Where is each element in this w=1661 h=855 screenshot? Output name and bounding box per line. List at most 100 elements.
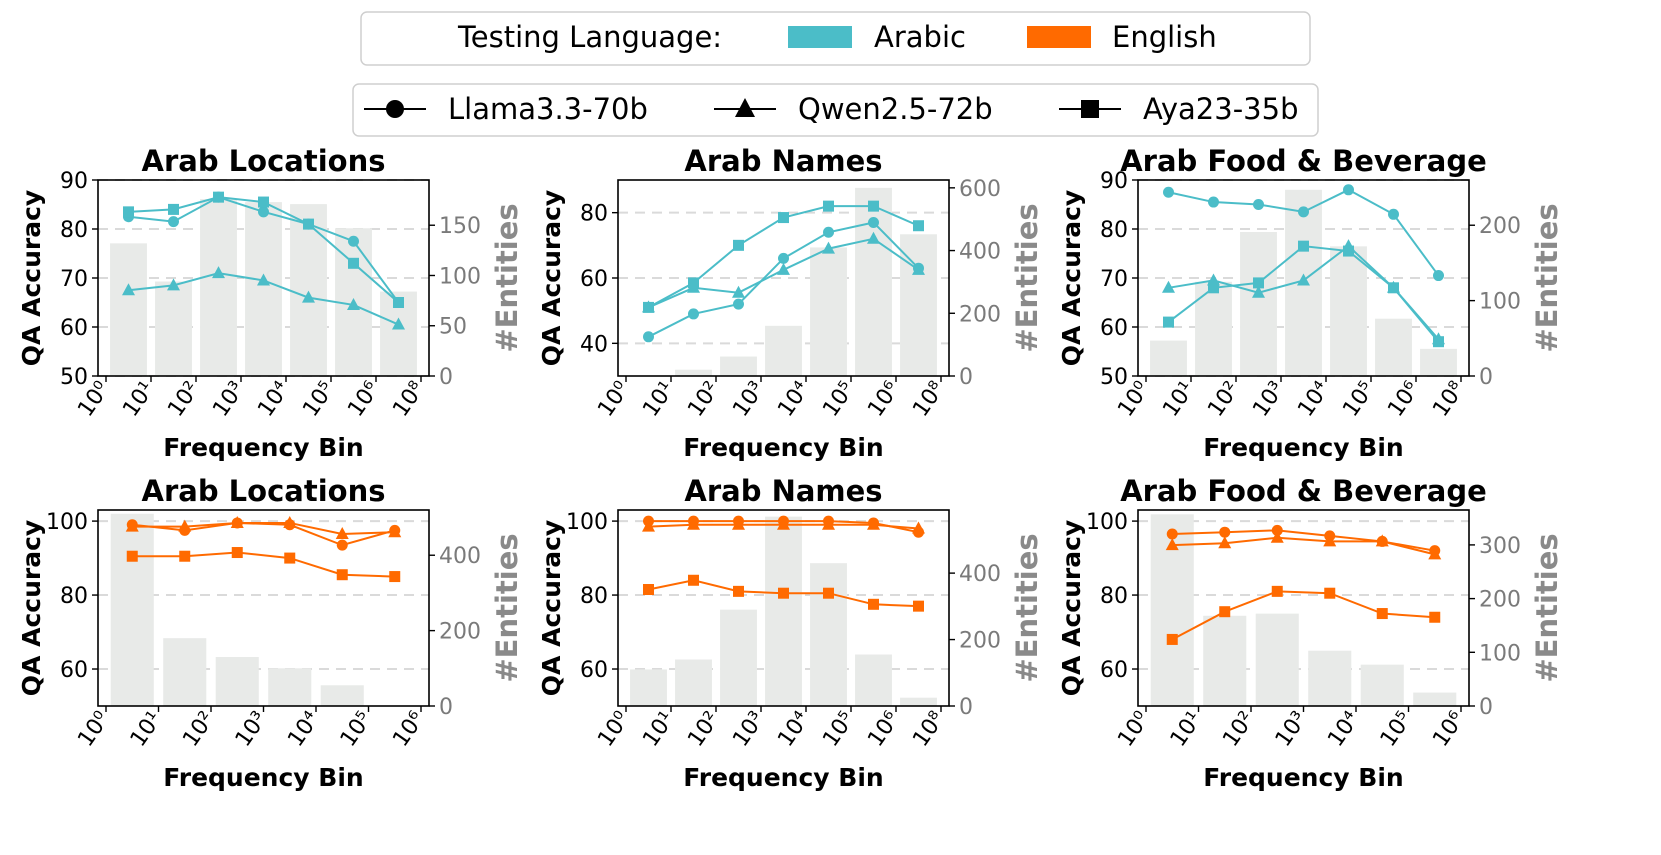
entity-bar: [900, 697, 937, 706]
x-tick-label: 10⁴: [1293, 377, 1335, 422]
x-tick-label: 10⁶: [1428, 707, 1470, 752]
entity-bar: [1308, 650, 1352, 706]
point-triangle: [777, 262, 790, 275]
y-tick-label: 80: [60, 218, 88, 243]
point-triangle: [867, 231, 880, 244]
point-square: [913, 220, 924, 232]
x-tick-label: 10³: [728, 707, 770, 752]
point-triangle: [1218, 536, 1232, 549]
x-axis-label: Frequency Bin: [1203, 433, 1403, 462]
y-tick-label: 80: [60, 584, 88, 609]
x-tick-label: 10⁰: [593, 377, 635, 422]
y-tick-label: 80: [1100, 218, 1128, 243]
y-tick-label: 60: [1100, 658, 1128, 683]
point-circle: [1433, 270, 1444, 282]
entity-bar: [1360, 664, 1404, 706]
point-triangle: [732, 285, 745, 298]
point-square: [231, 547, 243, 559]
x-tick-label: 10⁶: [1383, 377, 1425, 422]
y2-tick-label: 50: [439, 315, 467, 340]
series-line-triangle: [132, 521, 395, 536]
legend-language-title: Testing Language:: [457, 20, 722, 54]
point-triangle: [1165, 538, 1179, 551]
x-axis-label: Frequency Bin: [163, 763, 363, 792]
plot-frame: [617, 509, 950, 707]
point-square: [1219, 606, 1231, 618]
point-square: [303, 218, 314, 230]
entity-bar: [765, 516, 802, 706]
panel-title: Arab Locations: [142, 144, 386, 178]
x-tick-label: 10⁶: [863, 377, 905, 422]
y-axis-label: QA Accuracy: [1057, 190, 1086, 366]
x-tick-label: 10⁵: [298, 377, 340, 422]
point-triangle: [1162, 280, 1175, 293]
y2-tick-label: 0: [959, 365, 973, 390]
point-triangle: [230, 515, 244, 528]
y-tick-label: 90: [1100, 169, 1128, 194]
legend-models-frame: [352, 83, 1319, 137]
point-square: [823, 200, 834, 212]
point-circle: [1253, 199, 1264, 210]
entity-bar: [1240, 232, 1277, 376]
point-square: [1208, 282, 1219, 294]
point-triangle: [867, 517, 880, 530]
y-tick-label: 60: [580, 267, 608, 292]
x-tick-label: 10³: [208, 377, 250, 422]
y-tick-label: 70: [60, 267, 88, 292]
entity-bar: [1420, 348, 1457, 376]
x-tick-label: 10⁸: [1428, 377, 1470, 422]
point-triangle: [283, 515, 297, 528]
point-triangle: [1323, 534, 1337, 547]
x-tick-label: 10⁴: [1323, 707, 1365, 752]
x-tick-label: 10⁴: [253, 377, 295, 422]
x-tick-label: 10⁸: [388, 377, 430, 422]
point-circle: [1271, 524, 1283, 536]
point-triangle: [167, 278, 180, 291]
point-square: [336, 569, 348, 581]
y-tick-label: 80: [580, 584, 608, 609]
x-tick-label: 10⁴: [773, 707, 815, 752]
point-square: [1271, 585, 1283, 597]
entity-bar: [630, 669, 667, 706]
entity-bar: [1255, 613, 1299, 706]
x-tick-label: 10¹: [126, 707, 168, 752]
chart-panel-4: 60 80 100 0 200 400 10⁰ 10¹ 10² 10³ 10⁴ 10⁵ 10⁶ Arab …: [17, 474, 524, 792]
point-square: [643, 301, 654, 313]
x-tick-label: 10⁵: [336, 707, 378, 752]
x-tick-label: 10⁰: [73, 707, 115, 752]
entity-bar: [245, 202, 282, 376]
point-square: [1433, 336, 1444, 348]
y2-tick-label: 600: [959, 177, 1001, 202]
y2-tick-label: 100: [1479, 290, 1521, 315]
point-circle: [1219, 526, 1231, 538]
entity-bar: [1330, 246, 1367, 376]
x-tick-label: 10²: [1218, 707, 1260, 752]
y2-tick-label: 150: [439, 214, 481, 239]
x-tick-label: 10³: [1271, 707, 1313, 752]
entity-bar: [163, 638, 207, 706]
panel-title: Arab Names: [684, 474, 882, 508]
x-tick-label: 10⁶: [343, 377, 385, 422]
point-square: [1388, 282, 1399, 294]
point-circle: [348, 235, 359, 247]
entity-bar: [810, 563, 847, 706]
y2-tick-label: 200: [1479, 588, 1521, 613]
point-square: [389, 571, 401, 583]
y2-tick-label: 200: [959, 302, 1001, 327]
chart-panel-2: 40 60 80 0 200 400 600 10⁰ 10¹ 10² 10³ 10⁴ 10⁵ 10⁶ 10⁸…: [537, 144, 1044, 462]
point-circle: [868, 216, 879, 228]
entity-bar: [900, 234, 937, 376]
point-square: [868, 598, 879, 610]
y-axis-label: QA Accuracy: [537, 520, 566, 696]
x-tick-label: 10⁸: [908, 707, 950, 752]
point-circle: [1208, 196, 1219, 208]
x-tick-label: 10⁵: [1376, 707, 1418, 752]
triangle-marker-icon: [735, 98, 755, 117]
x-tick-label: 10³: [231, 707, 273, 752]
point-triangle: [302, 290, 315, 303]
point-circle: [1298, 206, 1309, 218]
